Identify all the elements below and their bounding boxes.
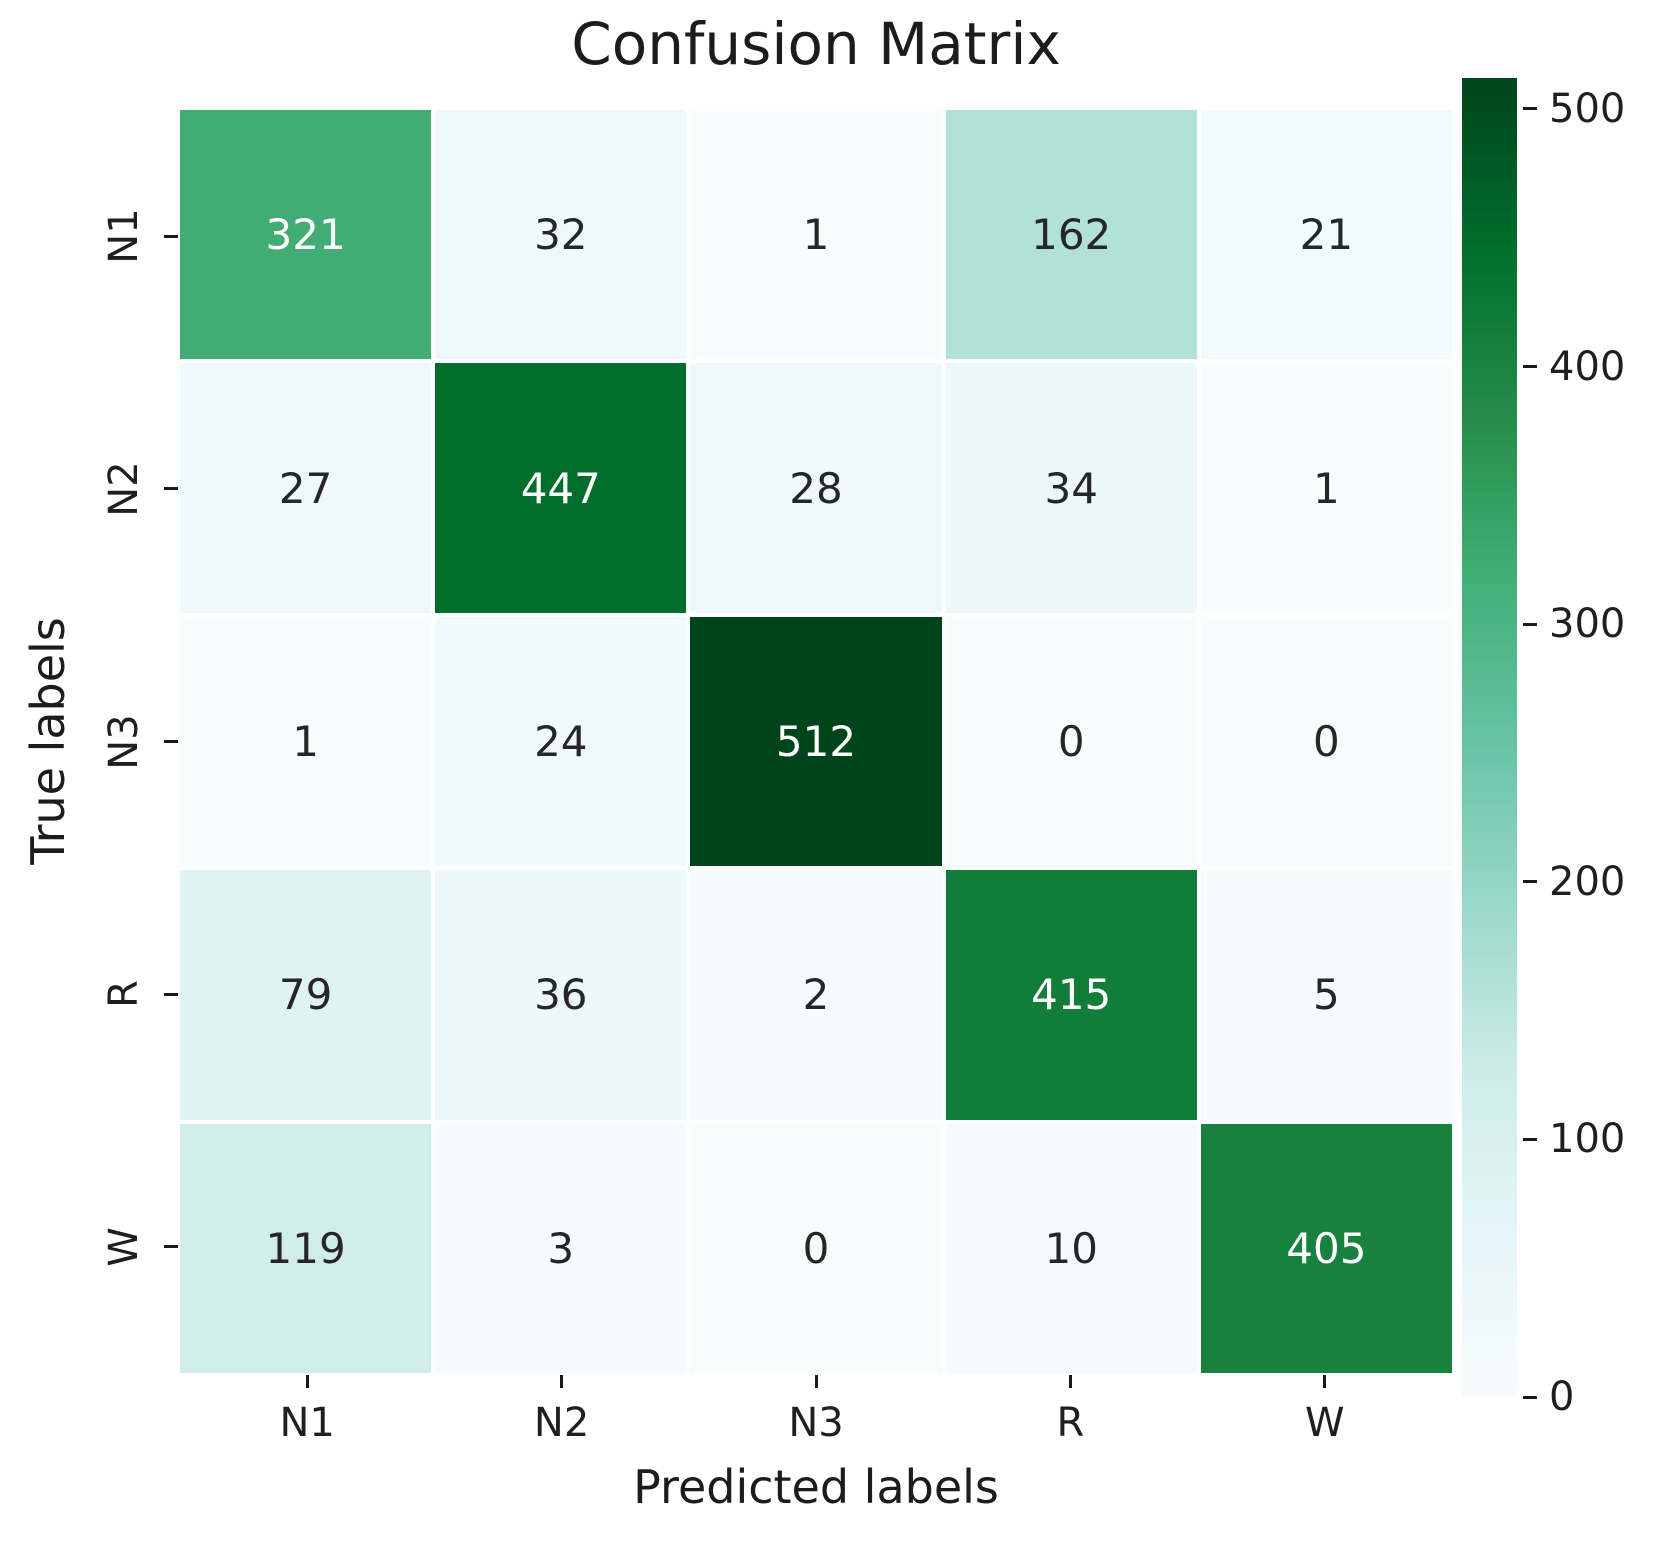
y-tick-label: N1 bbox=[101, 208, 147, 264]
heatmap-cell-W-R: 10 bbox=[945, 1123, 1197, 1373]
colorbar-tick-mark bbox=[1523, 107, 1537, 111]
heatmap-cell-N1-N3: 1 bbox=[690, 110, 942, 360]
y-tick-mark bbox=[164, 740, 178, 743]
heatmap-cell-R-W: 5 bbox=[1200, 870, 1452, 1120]
colorbar-tick-label: 400 bbox=[1549, 343, 1626, 390]
colorbar-tick-mark bbox=[1523, 1395, 1537, 1399]
colorbar-tick-label: 100 bbox=[1549, 1116, 1626, 1163]
colorbar-tick-mark bbox=[1523, 365, 1537, 369]
heatmap-cell-N1-N2: 32 bbox=[435, 110, 687, 360]
heatmap-cell-N3-N1: 1 bbox=[180, 616, 432, 867]
chart-title: Confusion Matrix bbox=[571, 10, 1061, 78]
x-tick-mark bbox=[1068, 1375, 1072, 1388]
heatmap-cell-R-R: 415 bbox=[945, 870, 1197, 1120]
heatmap-cell-N3-N3: 512 bbox=[690, 616, 942, 867]
x-tick-label: N1 bbox=[279, 1400, 335, 1446]
heatmap-cell-N2-N1: 27 bbox=[180, 363, 432, 613]
y-tick-mark bbox=[164, 234, 178, 238]
colorbar-tick-label: 500 bbox=[1549, 85, 1626, 132]
heatmap-cell-R-N2: 36 bbox=[435, 870, 687, 1120]
colorbar-tick-mark bbox=[1523, 622, 1537, 626]
colorbar-tick-label: 0 bbox=[1549, 1374, 1575, 1420]
heatmap-cell-N1-N1: 321 bbox=[180, 110, 432, 360]
heatmap-cell-N2-N2: 447 bbox=[435, 363, 687, 613]
colorbar-gradient bbox=[1462, 78, 1517, 1397]
colorbar-tick-label: 200 bbox=[1549, 858, 1626, 905]
x-tick-label: R bbox=[1056, 1400, 1085, 1446]
heatmap-cell-N3-R: 0 bbox=[945, 616, 1197, 867]
x-axis-label: Predicted labels bbox=[633, 1460, 999, 1514]
heatmap-cell-N2-W: 1 bbox=[1200, 363, 1452, 613]
heatmap-cell-W-N2: 3 bbox=[435, 1123, 687, 1373]
heatmap-grid: 321 32 1 162 21 27 447 28 34 1 1 24 512 0 0 79 36 2 415 5 11… bbox=[180, 110, 1452, 1373]
x-tick-mark bbox=[305, 1375, 309, 1388]
colorbar-tick-mark bbox=[1523, 880, 1537, 884]
y-tick-label: R bbox=[101, 980, 147, 1008]
heatmap-cell-N1-R: 162 bbox=[945, 110, 1197, 360]
y-tick-mark bbox=[164, 1245, 178, 1249]
y-tick-mark bbox=[164, 992, 178, 996]
heatmap-cell-R-N3: 2 bbox=[690, 870, 942, 1120]
y-tick-label: N3 bbox=[101, 713, 147, 770]
x-tick-mark bbox=[1323, 1375, 1327, 1388]
y-tick-mark bbox=[164, 487, 178, 491]
y-axis-label: True labels bbox=[21, 617, 75, 865]
heatmap-cell-W-W: 405 bbox=[1200, 1123, 1452, 1373]
heatmap-cell-R-N1: 79 bbox=[180, 870, 432, 1120]
x-tick-label: N3 bbox=[788, 1400, 844, 1446]
heatmap-cell-N2-N3: 28 bbox=[690, 363, 942, 613]
heatmap-cell-W-N3: 0 bbox=[690, 1123, 942, 1373]
colorbar-tick-label: 300 bbox=[1549, 601, 1626, 648]
y-tick-label: W bbox=[101, 1226, 147, 1267]
x-tick-label: W bbox=[1305, 1400, 1345, 1446]
heatmap-cell-N1-W: 21 bbox=[1200, 110, 1452, 360]
x-tick-mark bbox=[814, 1375, 818, 1388]
heatmap-cell-N2-R: 34 bbox=[945, 363, 1197, 613]
heatmap-cell-N3-W: 0 bbox=[1200, 616, 1452, 867]
colorbar-tick-mark bbox=[1523, 1137, 1537, 1141]
heatmap-cell-W-N1: 119 bbox=[180, 1123, 432, 1373]
heatmap-cell-N3-N2: 24 bbox=[435, 616, 687, 867]
x-tick-mark bbox=[560, 1375, 564, 1388]
y-tick-label: N2 bbox=[101, 461, 147, 517]
x-tick-label: N2 bbox=[533, 1400, 590, 1446]
